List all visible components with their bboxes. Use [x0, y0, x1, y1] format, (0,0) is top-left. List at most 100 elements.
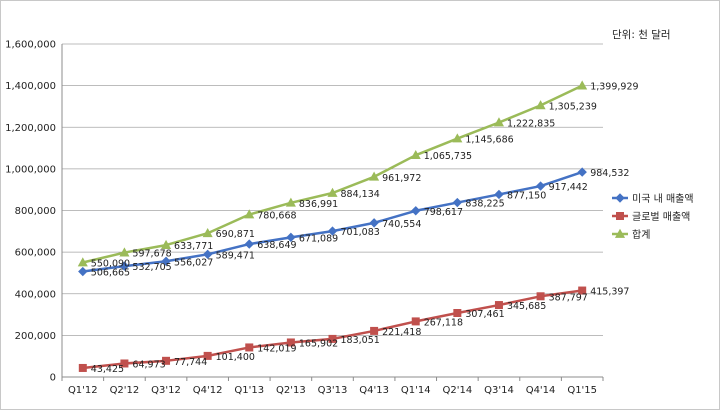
global-sales-data-label: 415,397	[590, 287, 629, 298]
us-sales-point	[244, 239, 254, 249]
us-sales-data-label: 740,554	[382, 219, 421, 230]
x-tick-label: Q3'13	[318, 385, 348, 396]
global-sales-data-label: 142,019	[257, 343, 296, 354]
legend-label-global-sales: 글로벌 매출액	[632, 211, 690, 223]
total-data-label: 690,871	[216, 229, 255, 240]
y-tick-label: 0	[50, 373, 56, 384]
series-layer	[77, 80, 588, 372]
global-sales-data-label: 267,118	[424, 317, 463, 328]
x-tick-label: Q4'12	[193, 385, 223, 396]
legend-label-total: 합계	[632, 229, 650, 241]
x-tick-label: Q2'14	[442, 385, 472, 396]
us-sales-point	[286, 232, 296, 243]
global-sales-data-label: 101,400	[216, 352, 255, 363]
total-data-label: 961,972	[382, 173, 421, 184]
us-sales-point	[411, 206, 421, 216]
global-sales-data-label: 64,973	[132, 359, 165, 370]
x-tick-label: Q1'14	[401, 385, 431, 396]
us-sales-data-label: 556,027	[174, 257, 213, 268]
global-sales-data-label: 221,418	[382, 327, 421, 338]
legend-marker	[616, 212, 624, 220]
total-data-label: 597,678	[132, 249, 171, 260]
total-data-label: 1,145,686	[465, 135, 513, 146]
global-sales-point	[453, 309, 462, 318]
total-point	[369, 171, 380, 181]
global-sales-point	[78, 363, 87, 372]
total-data-label: 550,090	[91, 259, 130, 270]
x-tick-label: Q1'15	[567, 385, 597, 396]
unit-label: 단위: 천 달러	[612, 28, 671, 41]
total-point	[202, 227, 213, 238]
us-sales-data-label: 917,442	[549, 182, 588, 193]
y-tick-label: 1,000,000	[5, 164, 56, 175]
global-sales-data-label: 183,051	[341, 335, 380, 346]
us-sales-point	[202, 249, 213, 260]
total-point	[577, 80, 588, 90]
us-sales-point	[327, 226, 338, 236]
us-sales-data-label: 671,089	[299, 233, 338, 244]
y-tick-label: 1,200,000	[5, 123, 56, 134]
global-sales-data-label: 307,461	[465, 309, 504, 320]
us-sales-data-label: 589,471	[216, 250, 255, 261]
us-sales-point	[161, 256, 171, 266]
total-data-label: 780,668	[257, 211, 296, 222]
total-point	[160, 239, 172, 249]
us-sales-point	[577, 167, 587, 177]
legend-marker	[615, 193, 625, 203]
total-point	[327, 187, 338, 197]
total-point	[410, 149, 421, 160]
x-tick-label: Q1'12	[68, 385, 98, 396]
global-sales-point	[162, 356, 171, 365]
x-tick-label: Q4'14	[526, 385, 556, 396]
y-tick-label: 1,400,000	[5, 81, 56, 92]
total-data-label: 1,399,929	[590, 82, 638, 93]
total-point	[452, 133, 463, 143]
global-sales-point	[328, 334, 337, 343]
total-point	[119, 247, 130, 257]
total-data-label: 633,771	[174, 241, 213, 252]
total-data-label: 836,991	[299, 199, 338, 210]
total-point	[285, 197, 296, 207]
global-sales-data-label: 77,744	[174, 357, 207, 368]
global-sales-data-label: 43,425	[91, 364, 124, 375]
axes: 0 200,000 400,000 600,000 800,000 1,000,000 1,…	[5, 40, 604, 396]
total-data-label: 1,065,735	[424, 151, 472, 162]
global-sales-point	[494, 301, 503, 310]
us-sales-data-label: 506,665	[91, 268, 130, 279]
global-sales-point	[245, 343, 254, 352]
x-tick-label: Q1'13	[234, 385, 264, 396]
us-sales-data-label: 638,649	[257, 240, 296, 251]
global-sales-data-label: 165,902	[299, 338, 338, 349]
global-sales-point	[411, 317, 420, 326]
global-sales-data-label: 387,797	[549, 292, 588, 303]
global-sales-point	[286, 338, 295, 347]
us-sales-data-label: 532,705	[132, 262, 171, 273]
x-tick-label: Q3'12	[151, 385, 181, 396]
us-sales-point	[494, 189, 504, 200]
global-sales-point	[203, 351, 212, 360]
global-sales-point	[120, 359, 129, 368]
us-sales-point	[119, 261, 130, 271]
us-sales-data-label: 877,150	[507, 190, 546, 201]
y-tick-label: 400,000	[15, 289, 56, 300]
x-tick-label: Q2'12	[110, 385, 140, 396]
total-data-label: 1,305,239	[549, 101, 597, 112]
legend-label-us-sales: 미국 내 매출액	[632, 193, 694, 205]
x-tick-label: Q4'13	[359, 385, 389, 396]
gridlines	[62, 43, 603, 336]
us-sales-data-label: 798,617	[424, 207, 463, 218]
y-tick-label: 600,000	[15, 248, 56, 259]
global-sales-point	[536, 292, 545, 301]
y-tick-label: 800,000	[15, 206, 56, 217]
y-tick-label: 200,000	[15, 331, 56, 342]
legend-marker	[614, 228, 626, 238]
data-labels: 506,665 532,705 556,027589,471638,649671,0…	[91, 82, 639, 375]
total-data-label: 884,134	[341, 189, 380, 200]
global-sales-data-label: 345,685	[507, 301, 546, 312]
y-tick-label: 1,600,000	[5, 40, 56, 51]
us-sales-data-label: 838,225	[465, 199, 504, 210]
us-sales-data-label: 984,532	[590, 168, 629, 179]
us-sales-point	[452, 197, 463, 208]
